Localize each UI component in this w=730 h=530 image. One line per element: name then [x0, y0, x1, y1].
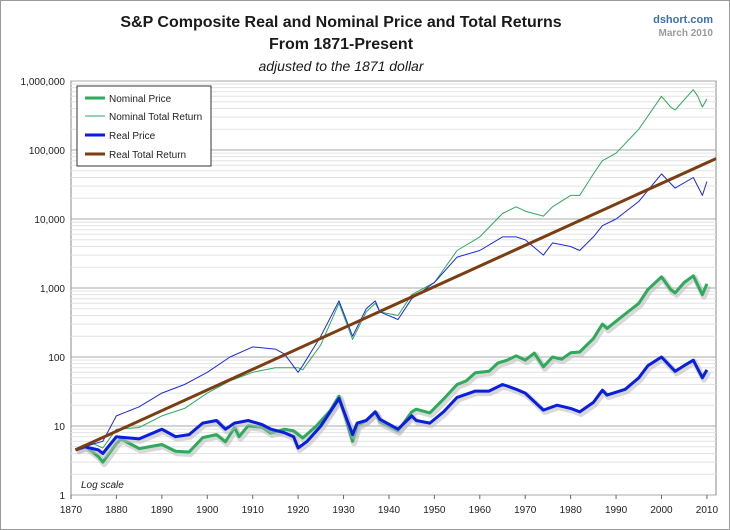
x-tick-label: 1990 [605, 505, 628, 516]
series-line-nominal-total-return [75, 89, 708, 451]
x-tick-label: 2000 [650, 505, 673, 516]
legend-label-real-total-return: Real Total Return [109, 150, 186, 161]
source-label: dshort.com [653, 14, 713, 26]
x-tick-label: 1910 [242, 505, 265, 516]
x-tick-label: 1960 [469, 505, 492, 516]
chart-title-line2: From 1871-Present [269, 36, 414, 53]
legend-label-nominal-total-return: Nominal Total Return [109, 112, 202, 123]
y-tick-label: 100,000 [29, 146, 66, 157]
x-tick-label: 1940 [378, 505, 401, 516]
y-tick-label: 1,000 [40, 284, 65, 295]
gridlines [71, 80, 716, 496]
x-tick-label: 1890 [151, 505, 174, 516]
chart-title: S&P Composite Real and Nominal Price and… [120, 14, 561, 31]
y-tick-label: 10,000 [34, 215, 65, 226]
legend-label-real-price: Real Price [109, 131, 156, 142]
series-line-real-total-return-detail [75, 173, 708, 451]
y-tick-label: 1,000,000 [21, 77, 66, 88]
y-tick-label: 100 [48, 353, 65, 364]
series-shadow-nominal-price [75, 274, 712, 468]
series-shadow-real-price [76, 356, 712, 459]
date-label: March 2010 [659, 28, 714, 39]
series-line-real-price [75, 355, 709, 455]
y-axis: 1 10 100 1,000 10,000 100,000 1,000,000 [21, 77, 66, 502]
x-tick-label: 1930 [332, 505, 355, 516]
legend-label-nominal-price: Nominal Price [109, 94, 172, 105]
legend: Nominal Price Nominal Total Return Real … [76, 85, 212, 167]
y-tick-label: 10 [54, 422, 66, 433]
x-tick-label: 1920 [287, 505, 310, 516]
series-line-real-total-return [74, 157, 717, 452]
x-tick-label: 1870 [60, 505, 83, 516]
x-tick-label: 1970 [514, 505, 537, 516]
x-tick-label: 1980 [560, 505, 583, 516]
x-axis: 1870 1880 1890 1900 1910 1920 1930 1940 1950 1960… [60, 495, 719, 516]
series-layer [74, 89, 717, 468]
chart-subtitle: adjusted to the 1871 dollar [258, 58, 424, 74]
x-tick-label: 2010 [696, 505, 719, 516]
x-tick-label: 1880 [105, 505, 128, 516]
series-line-nominal-price [74, 274, 709, 464]
x-tick-label: 1950 [423, 505, 446, 516]
y-tick-label: 1 [59, 491, 65, 502]
x-tick-label: 1900 [196, 505, 219, 516]
log-scale-note: Log scale [81, 480, 124, 491]
